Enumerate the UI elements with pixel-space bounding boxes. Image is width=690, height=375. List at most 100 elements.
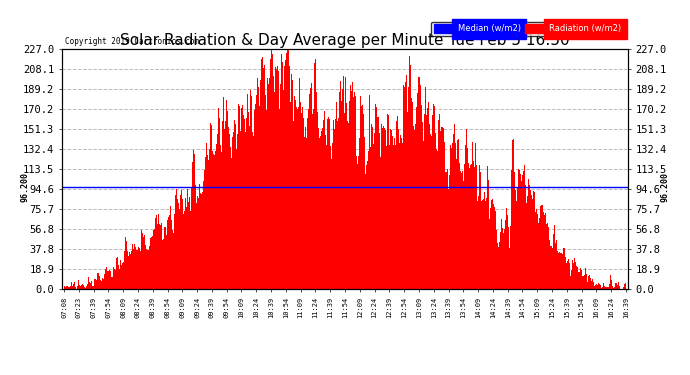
- Bar: [512, 140, 513, 289]
- Bar: [495, 230, 497, 289]
- Bar: [553, 234, 554, 289]
- Bar: [602, 287, 603, 289]
- Bar: [166, 220, 168, 289]
- Bar: [537, 214, 538, 289]
- Bar: [98, 273, 99, 289]
- Bar: [241, 105, 242, 289]
- Bar: [307, 118, 308, 289]
- Bar: [600, 285, 602, 289]
- Bar: [220, 145, 221, 289]
- Bar: [377, 117, 378, 289]
- Bar: [464, 164, 465, 289]
- Bar: [534, 192, 535, 289]
- Bar: [217, 132, 219, 289]
- Bar: [375, 104, 376, 289]
- Bar: [587, 282, 588, 289]
- Bar: [333, 120, 334, 289]
- Title: Solar Radiation & Day Average per Minute Tue Feb 5 16:50: Solar Radiation & Day Average per Minute…: [120, 33, 570, 48]
- Bar: [122, 263, 124, 289]
- Bar: [99, 276, 100, 289]
- Bar: [624, 286, 626, 289]
- Bar: [351, 92, 352, 289]
- Bar: [125, 237, 126, 289]
- Bar: [356, 156, 357, 289]
- Bar: [188, 197, 190, 289]
- Bar: [279, 109, 280, 289]
- Bar: [115, 263, 117, 289]
- Bar: [325, 135, 326, 289]
- Bar: [500, 232, 502, 289]
- Bar: [626, 284, 627, 289]
- Bar: [391, 130, 392, 289]
- Bar: [105, 269, 106, 289]
- Bar: [555, 243, 556, 289]
- Bar: [588, 276, 589, 289]
- Bar: [155, 218, 156, 289]
- Bar: [386, 146, 387, 289]
- Bar: [292, 81, 293, 289]
- Bar: [424, 114, 425, 289]
- Bar: [180, 195, 181, 289]
- Bar: [132, 249, 134, 289]
- Bar: [395, 134, 397, 289]
- Bar: [264, 65, 265, 289]
- Bar: [493, 207, 495, 289]
- Bar: [169, 215, 170, 289]
- Bar: [92, 286, 93, 289]
- Bar: [80, 286, 81, 289]
- Bar: [255, 104, 256, 289]
- Bar: [533, 191, 534, 289]
- Bar: [202, 192, 203, 289]
- Bar: [270, 58, 271, 289]
- Bar: [373, 144, 375, 289]
- Bar: [520, 174, 521, 289]
- Bar: [258, 87, 259, 289]
- Bar: [285, 60, 286, 289]
- Bar: [387, 114, 388, 289]
- Bar: [313, 109, 314, 289]
- Bar: [449, 175, 451, 289]
- Bar: [407, 112, 408, 289]
- Bar: [614, 287, 615, 289]
- Bar: [597, 285, 598, 289]
- Bar: [225, 121, 226, 289]
- Bar: [158, 214, 159, 289]
- Bar: [397, 116, 398, 289]
- Bar: [517, 188, 518, 289]
- Bar: [79, 285, 80, 289]
- Bar: [219, 118, 220, 289]
- Bar: [357, 164, 358, 289]
- Bar: [507, 215, 508, 289]
- Bar: [106, 267, 107, 289]
- Bar: [608, 287, 609, 289]
- Bar: [129, 252, 130, 289]
- Bar: [612, 286, 613, 289]
- Bar: [197, 196, 198, 289]
- Bar: [480, 172, 481, 289]
- Bar: [229, 134, 230, 289]
- Bar: [137, 247, 139, 289]
- Bar: [156, 215, 157, 289]
- Bar: [439, 114, 440, 289]
- Bar: [535, 213, 536, 289]
- Bar: [617, 285, 618, 289]
- Bar: [230, 147, 231, 289]
- Bar: [287, 49, 288, 289]
- Bar: [566, 261, 568, 289]
- Bar: [381, 124, 382, 289]
- Bar: [274, 92, 275, 289]
- Bar: [348, 123, 349, 289]
- Bar: [519, 171, 520, 289]
- Bar: [312, 114, 313, 289]
- Bar: [150, 238, 151, 289]
- Bar: [513, 139, 514, 289]
- Bar: [127, 251, 128, 289]
- Bar: [457, 140, 458, 289]
- Bar: [412, 102, 413, 289]
- Bar: [378, 117, 380, 289]
- Bar: [276, 69, 277, 289]
- Bar: [101, 281, 102, 289]
- Bar: [221, 152, 222, 289]
- Bar: [530, 190, 531, 289]
- Bar: [454, 124, 455, 289]
